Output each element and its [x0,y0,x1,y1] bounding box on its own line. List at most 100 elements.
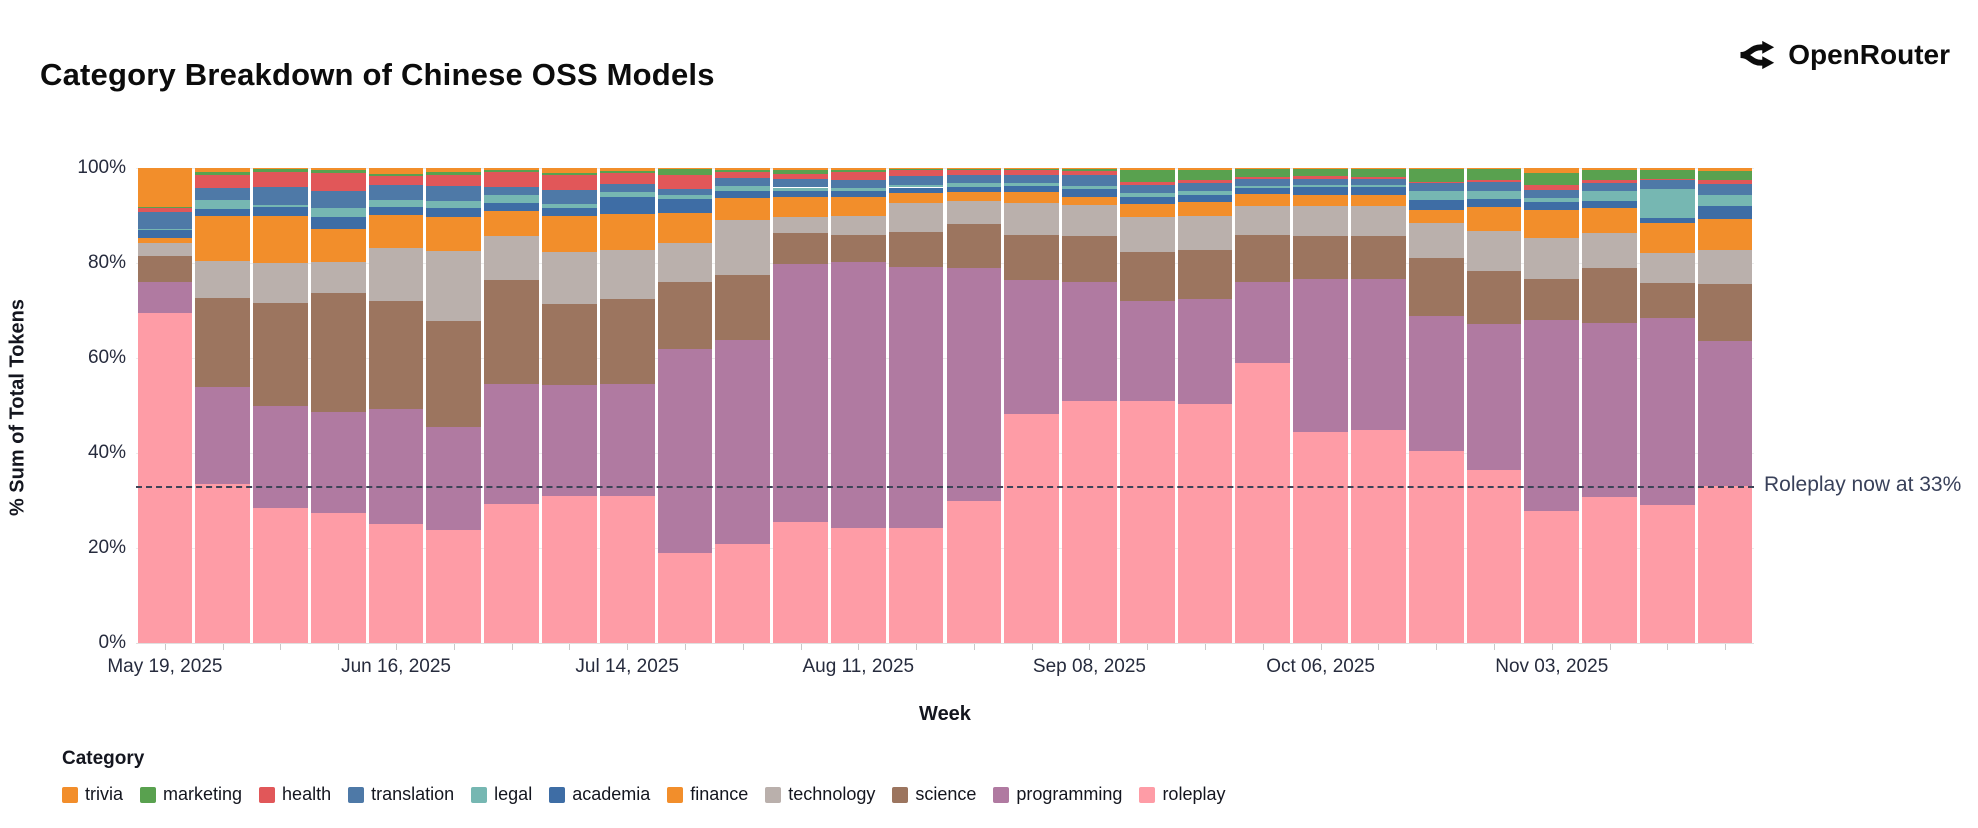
bar-segment-academia[interactable] [1697,206,1753,220]
bar-segment-translation[interactable] [1524,189,1580,198]
legend-item-trivia[interactable]: trivia [62,784,123,805]
bar-segment-legal[interactable] [1351,184,1406,187]
bar-segment-roleplay[interactable] [830,527,886,643]
bar-segment-marketing[interactable] [195,172,251,175]
bar-segment-trivia[interactable] [773,168,828,171]
bar-segment-programming[interactable] [657,348,713,553]
bar-segment-trivia[interactable] [1582,168,1637,170]
bar-segment-trivia[interactable] [1466,168,1522,170]
bar-segment-programming[interactable] [1062,281,1117,401]
bar-segment-programming[interactable] [1524,320,1580,511]
bar-segment-trivia[interactable] [715,168,771,170]
bar-segment-academia[interactable] [1582,201,1637,208]
bar-segment-marketing[interactable] [657,168,713,175]
bar-segment-technology[interactable] [484,236,539,281]
legend-item-marketing[interactable]: marketing [140,784,242,805]
bar-segment-academia[interactable] [1408,199,1464,211]
bar-segment-technology[interactable] [946,200,1002,225]
bar-segment-legal[interactable] [715,186,771,191]
bar-segment-roleplay[interactable] [542,495,597,643]
legend-item-technology[interactable]: technology [765,784,875,805]
bar-Sep 29[interactable] [1235,168,1291,643]
bar-segment-technology[interactable] [1235,206,1291,235]
bar-segment-legal[interactable] [368,200,424,207]
bar-segment-finance[interactable] [426,217,482,252]
bar-segment-marketing[interactable] [888,169,944,171]
bar-segment-academia[interactable] [1351,187,1406,195]
bar-segment-translation[interactable] [1697,183,1753,196]
bar-segment-roleplay[interactable] [888,528,944,643]
bar-segment-science[interactable] [1351,236,1406,280]
bar-Sep 08[interactable] [1062,168,1117,643]
bar-Jun 16[interactable] [368,168,424,643]
bar-segment-roleplay[interactable] [1235,362,1291,643]
bar-segment-translation[interactable] [599,184,655,192]
bar-segment-finance[interactable] [310,229,366,262]
bar-segment-trivia[interactable] [830,168,886,170]
bar-segment-technology[interactable] [599,249,655,299]
bar-segment-academia[interactable] [484,203,539,211]
bar-segment-programming[interactable] [1466,323,1522,470]
bar-segment-roleplay[interactable] [1466,469,1522,643]
bar-segment-science[interactable] [715,275,771,341]
bar-segment-programming[interactable] [715,340,771,545]
bar-segment-technology[interactable] [1004,203,1060,235]
bar-segment-health[interactable] [1062,171,1117,176]
bar-segment-academia[interactable] [888,187,944,194]
bar-segment-trivia[interactable] [946,168,1002,170]
legend-item-health[interactable]: health [259,784,331,805]
bar-segment-science[interactable] [946,224,1002,269]
bar-segment-technology[interactable] [310,261,366,294]
bar-segment-translation[interactable] [1235,178,1291,186]
bar-segment-technology[interactable] [195,261,251,299]
bar-segment-science[interactable] [1062,236,1117,282]
bar-segment-programming[interactable] [1408,316,1464,451]
bar-segment-translation[interactable] [137,211,193,229]
bar-segment-science[interactable] [1582,268,1637,324]
bar-segment-programming[interactable] [599,384,655,496]
bar-segment-science[interactable] [1004,234,1060,281]
bar-segment-finance[interactable] [946,192,1002,201]
bar-segment-legal[interactable] [137,228,193,231]
bar-Oct 06[interactable] [1293,168,1348,643]
bar-segment-roleplay[interactable] [195,483,251,643]
bar-segment-health[interactable] [484,172,539,187]
bar-segment-legal[interactable] [1582,191,1637,202]
bar-segment-roleplay[interactable] [1582,496,1637,643]
bar-segment-health[interactable] [137,207,193,212]
bar-segment-translation[interactable] [657,188,713,195]
bar-segment-technology[interactable] [253,263,308,303]
bar-segment-academia[interactable] [195,209,251,216]
bar-segment-trivia[interactable] [1408,168,1464,170]
bar-segment-science[interactable] [253,302,308,406]
bar-segment-translation[interactable] [830,179,886,188]
bar-segment-programming[interactable] [1235,282,1291,363]
bar-segment-finance[interactable] [195,215,251,262]
bar-segment-science[interactable] [830,234,886,262]
legend-item-legal[interactable]: legal [471,784,532,805]
bar-segment-programming[interactable] [368,408,424,525]
bar-segment-trivia[interactable] [1004,168,1060,170]
legend-item-finance[interactable]: finance [667,784,748,805]
bar-segment-legal[interactable] [946,182,1002,187]
bar-segment-translation[interactable] [715,178,771,187]
bar-segment-translation[interactable] [484,187,539,196]
bar-segment-translation[interactable] [1062,175,1117,186]
bar-segment-roleplay[interactable] [1639,505,1695,643]
bar-segment-academia[interactable] [1177,195,1233,203]
bar-segment-health[interactable] [1639,178,1695,181]
bar-Aug 25[interactable] [946,168,1002,643]
bar-segment-translation[interactable] [1177,182,1233,191]
bar-segment-health[interactable] [599,173,655,185]
bar-segment-health[interactable] [715,171,771,179]
bar-segment-health[interactable] [657,174,713,189]
bar-segment-finance[interactable] [1639,222,1695,253]
bar-segment-marketing[interactable] [368,173,424,177]
bar-segment-roleplay[interactable] [310,513,366,643]
bar-Nov 24[interactable] [1697,168,1753,643]
bar-segment-health[interactable] [1004,170,1060,175]
bar-segment-technology[interactable] [715,220,771,276]
bar-segment-trivia[interactable] [1351,168,1406,169]
bar-segment-marketing[interactable] [1524,172,1580,185]
bar-segment-technology[interactable] [657,243,713,282]
